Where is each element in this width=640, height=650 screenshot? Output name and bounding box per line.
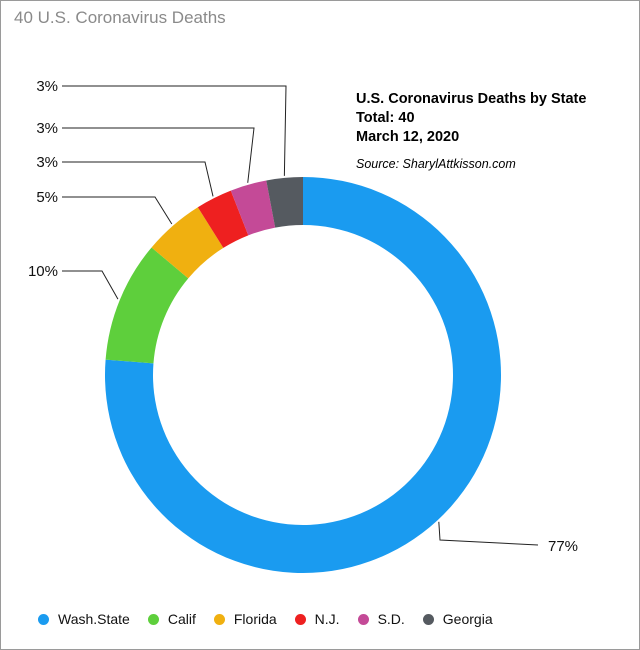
label-georgia: 3% xyxy=(36,78,58,95)
legend-label-s-d: S.D. xyxy=(377,611,405,627)
legend-swatch-wash-state xyxy=(38,613,49,625)
chart-source: Source: SharylAttkisson.com xyxy=(356,157,516,171)
leader-line-georgia xyxy=(62,85,287,176)
legend-label-wash-state: Wash.State xyxy=(58,611,130,627)
legend-item-georgia: Georgia xyxy=(422,611,493,627)
slice-florida xyxy=(151,207,224,279)
leader-line-calif xyxy=(62,270,119,300)
label-wash-state: 77% xyxy=(548,538,578,555)
legend-label-georgia: Georgia xyxy=(442,611,493,627)
leader-line-s-d xyxy=(62,127,255,183)
leader-lines xyxy=(62,85,539,546)
legend-label-calif: Calif xyxy=(167,611,196,627)
legend-swatch-s-d xyxy=(357,613,369,625)
legend-swatch-georgia xyxy=(422,613,434,625)
legend-item-florida: Florida xyxy=(213,611,277,627)
chart-total: Total: 40 xyxy=(356,110,415,126)
slice-s-d xyxy=(230,180,276,236)
chart-info: U.S. Coronavirus Deaths by State Total: … xyxy=(356,90,586,171)
donut-slices xyxy=(104,177,501,574)
legend: Wash.State Calif Florida N.J. S.D. Georgia xyxy=(38,611,511,627)
label-s-d: 3% xyxy=(36,120,58,137)
legend-swatch-n-j xyxy=(294,613,306,625)
legend-item-s-d: S.D. xyxy=(357,611,405,627)
slice-georgia xyxy=(266,177,303,228)
legend-item-wash-state: Wash.State xyxy=(38,611,130,627)
slice-calif xyxy=(105,247,189,364)
chart-title: U.S. Coronavirus Deaths by State xyxy=(356,91,587,107)
legend-item-calif: Calif xyxy=(147,611,196,627)
label-n-j: 3% xyxy=(36,154,58,171)
legend-label-n-j: N.J. xyxy=(314,611,340,627)
slice-labels: 77% 10% 5% 3% 3% 3% xyxy=(28,78,578,555)
legend-swatch-florida xyxy=(213,613,225,625)
legend-item-n-j: N.J. xyxy=(294,611,340,627)
page-title: 40 U.S. Coronavirus Deaths xyxy=(14,8,226,27)
leader-line-wash-state xyxy=(438,521,539,546)
legend-swatch-calif xyxy=(147,613,159,625)
label-calif: 10% xyxy=(28,263,58,280)
slice-n-j xyxy=(197,190,249,248)
label-florida: 5% xyxy=(36,189,58,206)
leader-line-florida xyxy=(62,196,173,225)
leader-line-n-j xyxy=(62,161,214,197)
legend-label-florida: Florida xyxy=(233,611,277,627)
chart-date: March 12, 2020 xyxy=(356,129,460,145)
